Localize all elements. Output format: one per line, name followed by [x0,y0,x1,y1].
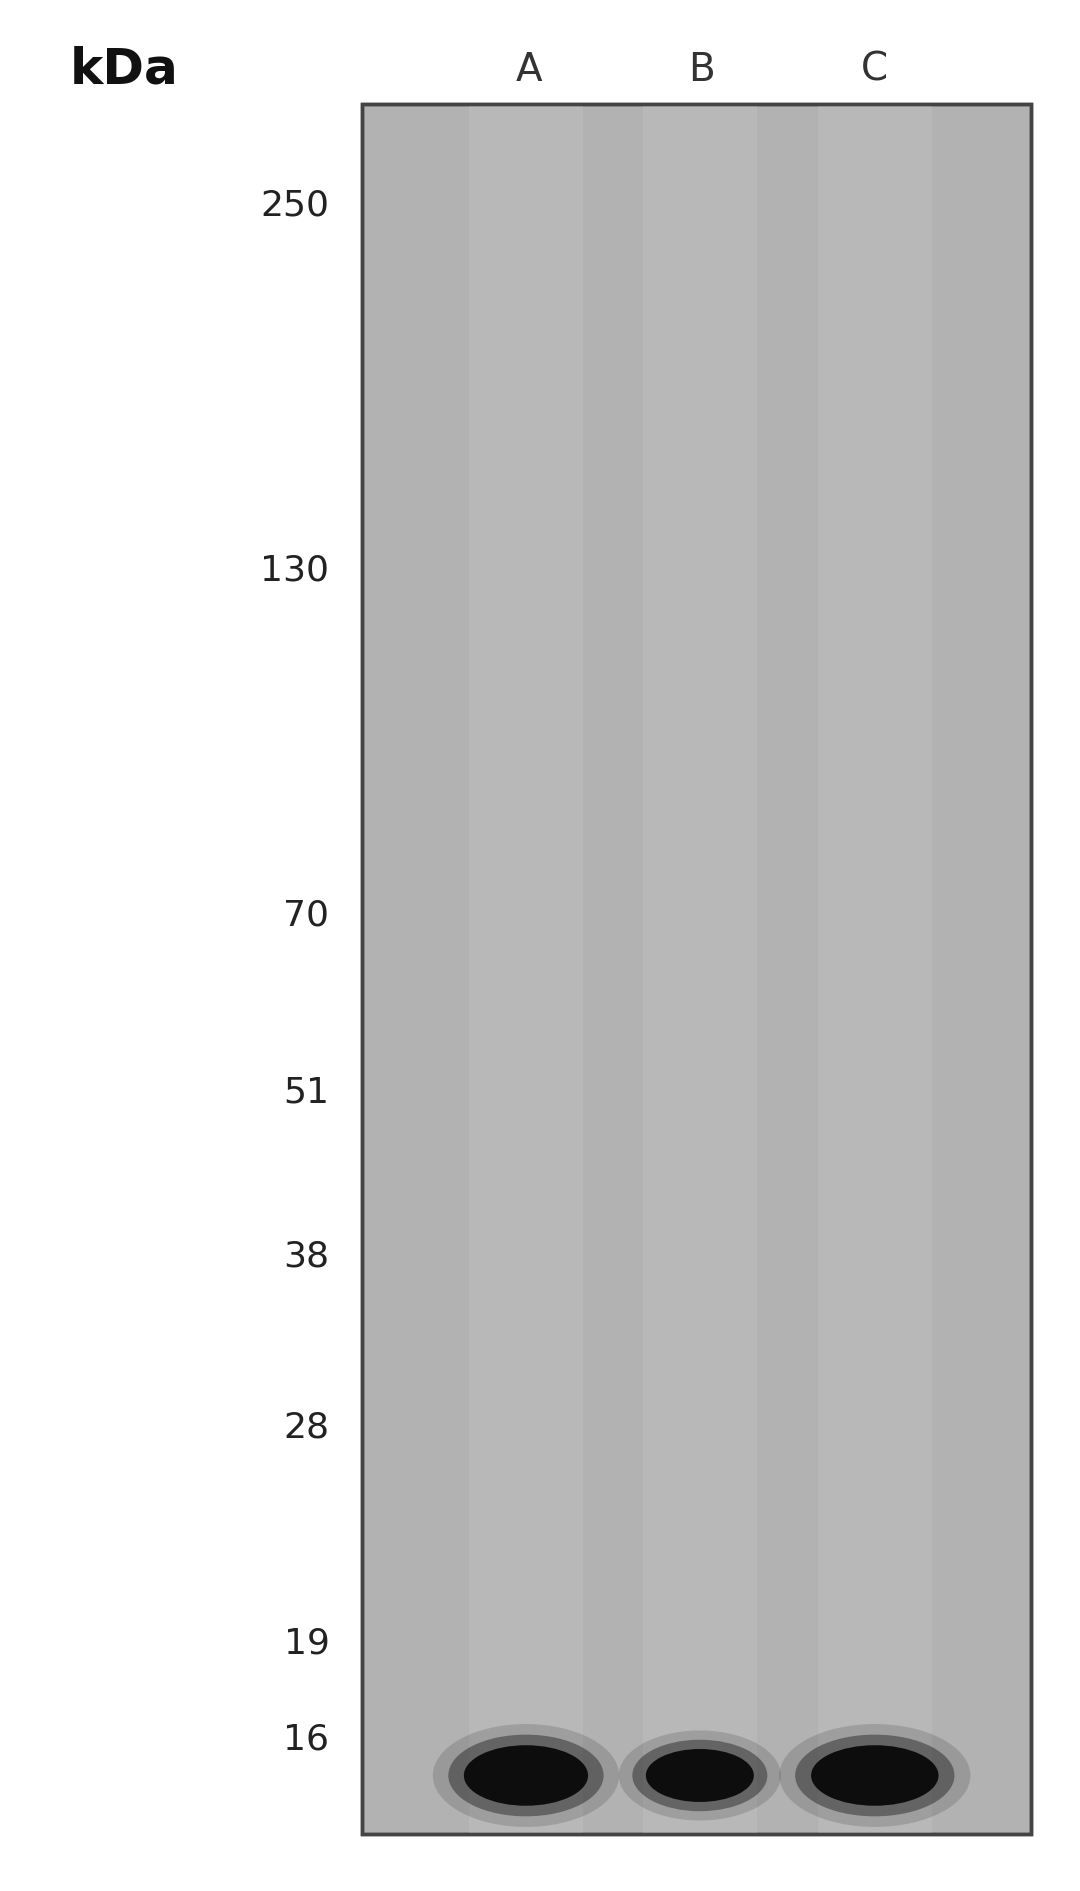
Text: 250: 250 [260,189,329,223]
Bar [362,104,1031,1834]
Ellipse shape [780,1725,971,1827]
Text: A: A [516,51,542,89]
Ellipse shape [448,1734,604,1817]
Text: C: C [861,51,889,89]
Text: 70: 70 [283,898,329,932]
Bar [644,104,756,1834]
Bar [469,104,583,1834]
Text: 130: 130 [260,554,329,588]
Ellipse shape [646,1749,754,1802]
Ellipse shape [619,1730,781,1821]
Ellipse shape [433,1725,619,1827]
Text: 28: 28 [283,1411,329,1445]
Text: 16: 16 [283,1723,329,1757]
Text: B: B [689,51,715,89]
Text: 19: 19 [284,1626,329,1660]
Ellipse shape [795,1734,955,1817]
Text: 38: 38 [283,1240,329,1275]
Bar [362,104,1031,1834]
Ellipse shape [811,1745,939,1806]
Text: kDa: kDa [70,45,178,95]
Text: 51: 51 [283,1076,329,1110]
Bar [819,104,931,1834]
Ellipse shape [633,1740,767,1812]
Ellipse shape [464,1745,589,1806]
